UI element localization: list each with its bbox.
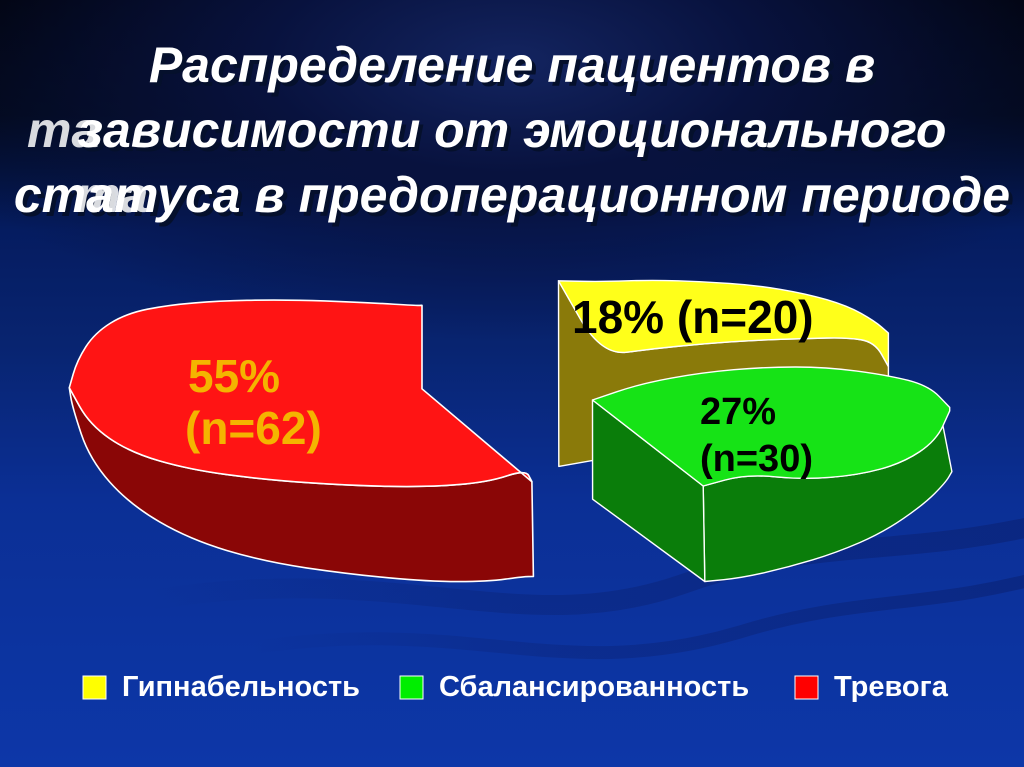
svg-text:Тревога: Тревога — [834, 671, 949, 703]
svg-text:Сбалансированность: Сбалансированность — [439, 671, 749, 703]
svg-text:Гипнабельность: Гипнабельность — [122, 671, 360, 703]
